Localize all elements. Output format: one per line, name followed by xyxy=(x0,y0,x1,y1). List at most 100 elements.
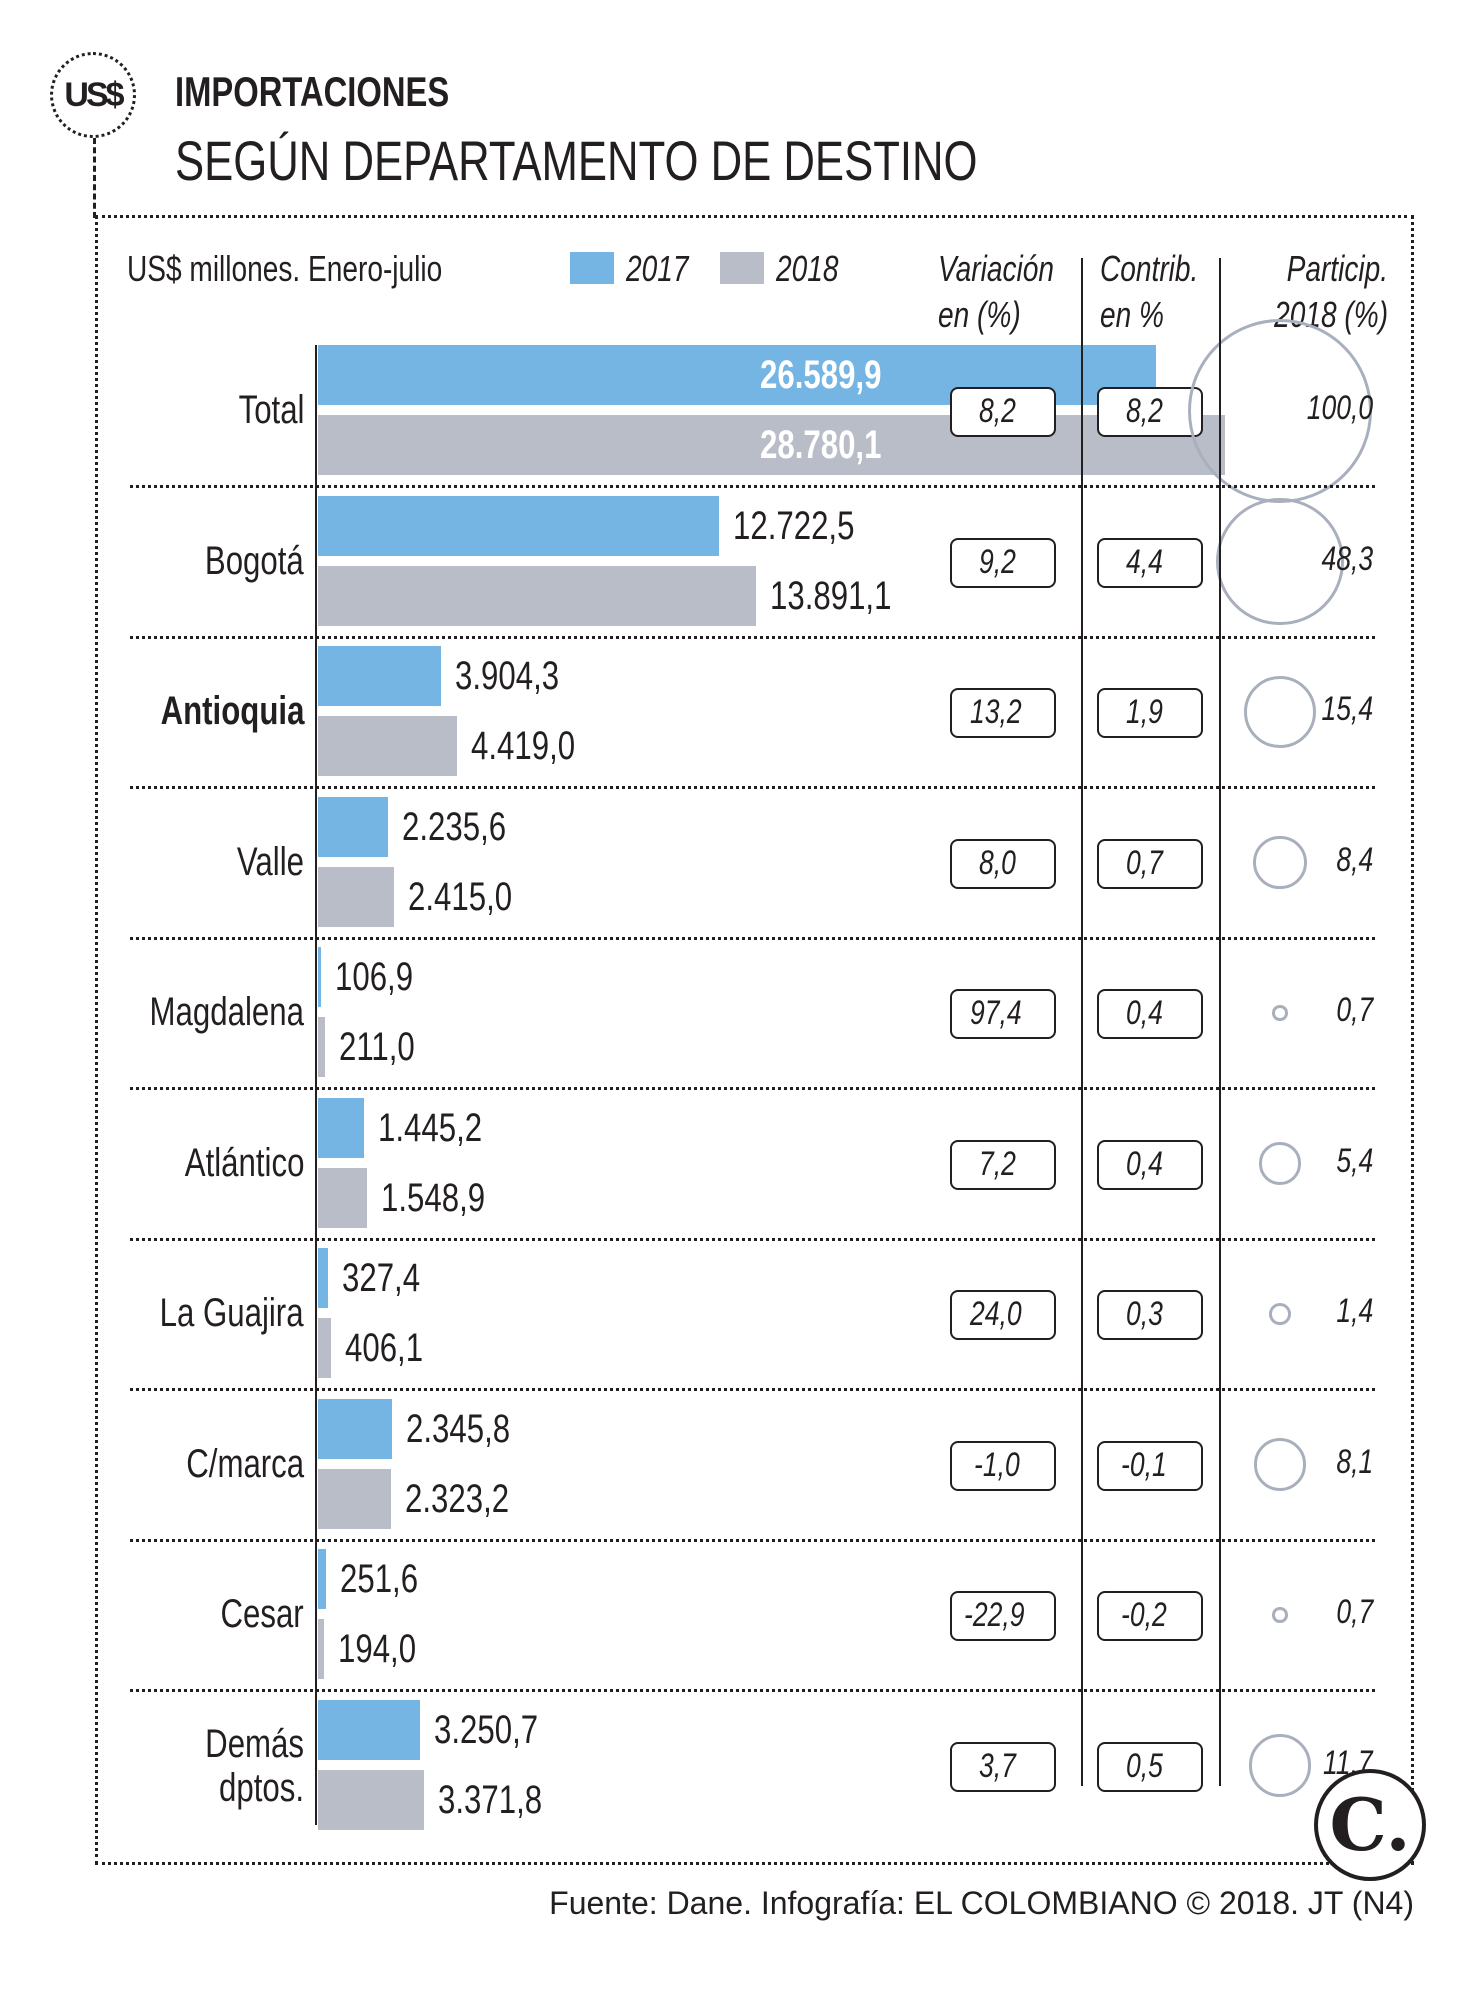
variacion-value-text: -1,0 xyxy=(973,1445,1020,1484)
variacion-value: 97,4 xyxy=(950,989,1056,1039)
contrib-value-text: 0,7 xyxy=(1126,843,1164,882)
data-label-2017: 2.235,6 xyxy=(402,797,535,857)
legend-label-2017: 2017 xyxy=(626,248,706,290)
bar-2018 xyxy=(318,565,756,626)
bar-2018 xyxy=(318,1167,367,1228)
data-label-2018: 2.415,0 xyxy=(408,867,541,927)
contrib-value-text: -0,1 xyxy=(1120,1445,1167,1484)
contrib-value: 0,3 xyxy=(1097,1290,1203,1340)
category-label: Valle xyxy=(4,840,304,884)
column-divider-1 xyxy=(1081,258,1083,1786)
data-label-2018: 13.891,1 xyxy=(770,566,926,626)
column-divider-2 xyxy=(1219,258,1221,1786)
contrib-value: 0,4 xyxy=(1097,989,1203,1039)
variacion-header-1: Variación xyxy=(938,248,1055,289)
bar-2018 xyxy=(318,1318,331,1378)
participation-value-text: 8,1 xyxy=(1336,1442,1373,1481)
data-label-2018-text: 2.415,0 xyxy=(408,874,513,919)
category-label-text: Magdalena xyxy=(149,990,304,1034)
participation-circle xyxy=(1258,1142,1302,1185)
category-label: Total xyxy=(4,388,304,432)
variacion-value-text: 8,0 xyxy=(979,843,1017,882)
participation-value-text: 1,4 xyxy=(1336,1292,1373,1330)
data-label-2017: 327,4 xyxy=(342,1248,442,1308)
category-label: Antioquia xyxy=(4,689,304,733)
participation-value: 5,4 xyxy=(1233,1142,1373,1181)
row-separator xyxy=(130,1087,1375,1090)
participation-value-text: 0,7 xyxy=(1336,1593,1373,1631)
legend-text-2017: 2017 xyxy=(626,248,689,289)
participation-value-text: 100,0 xyxy=(1306,389,1373,427)
data-label-2018-text: 211,0 xyxy=(338,1025,415,1069)
participation-circle xyxy=(1253,835,1307,890)
us-dollar-logo: US$ xyxy=(50,52,136,138)
contrib-value: 4,4 xyxy=(1097,537,1203,588)
participation-circle xyxy=(1272,1005,1288,1021)
bar-2018 xyxy=(318,1769,425,1830)
participation-value-text: 5,4 xyxy=(1336,1141,1373,1180)
category-label-text: Atlántico xyxy=(184,1140,304,1185)
bar-2017 xyxy=(318,1699,421,1760)
variacion-value-text: 7,2 xyxy=(979,1144,1017,1183)
data-label-2018: 28.780,1 xyxy=(760,415,916,475)
data-label-2018: 406,1 xyxy=(345,1318,445,1378)
row-separator xyxy=(130,936,1375,940)
category-label: Bogotá xyxy=(4,539,304,583)
participation-value-text: 48,3 xyxy=(1321,539,1373,578)
contrib-value: 0,5 xyxy=(1097,1741,1203,1792)
participation-value: 8,4 xyxy=(1233,841,1373,880)
data-label-2018: 3.371,8 xyxy=(438,1770,571,1830)
participation-circle xyxy=(1248,1734,1312,1797)
variacion-value: 8,0 xyxy=(950,838,1056,889)
bar-2018 xyxy=(318,1017,325,1077)
contrib-header-1: Contrib. xyxy=(1100,248,1199,289)
category-label-text: La Guajira xyxy=(160,1291,304,1335)
data-label-2018: 194,0 xyxy=(338,1619,438,1679)
data-label-2018-text: 194,0 xyxy=(338,1627,417,1671)
data-label-2017: 1.445,2 xyxy=(378,1098,511,1158)
variacion-value: -22,9 xyxy=(950,1591,1056,1641)
participation-value-text: 0,7 xyxy=(1336,991,1373,1029)
bar-2018 xyxy=(318,415,1226,475)
data-label-2017-text: 251,6 xyxy=(339,1557,419,1601)
contrib-value-text: 4,4 xyxy=(1126,542,1164,581)
contrib-value: 1,9 xyxy=(1097,688,1203,738)
unit-label-text: US$ millones. Enero-julio xyxy=(127,248,443,289)
legend-swatch-2017 xyxy=(570,252,614,284)
data-label-2018-text: 2.323,2 xyxy=(405,1476,510,1521)
variacion-value: 9,2 xyxy=(950,537,1056,588)
participation-circle xyxy=(1253,1438,1307,1491)
legend-text-2018: 2018 xyxy=(776,248,839,289)
participation-value: 8,1 xyxy=(1233,1443,1373,1482)
bar-2018 xyxy=(318,1468,392,1529)
contrib-value: -0,2 xyxy=(1097,1591,1203,1641)
bar-2018 xyxy=(318,716,458,776)
bar-2017 xyxy=(318,495,719,556)
variacion-value-text: 24,0 xyxy=(969,1295,1022,1333)
bar-2018 xyxy=(318,866,395,927)
bar-2017 xyxy=(318,646,442,706)
variacion-value: 8,2 xyxy=(950,387,1056,437)
data-label-2017: 3.250,7 xyxy=(434,1700,567,1760)
data-label-2017-text: 1.445,2 xyxy=(377,1105,482,1150)
contrib-header: Contrib. en % xyxy=(1100,246,1226,338)
variacion-value: 3,7 xyxy=(950,1741,1056,1792)
data-label-2017-text: 12.722,5 xyxy=(733,503,855,548)
contrib-value-text: -0,2 xyxy=(1120,1596,1167,1634)
chart-frame xyxy=(95,215,1414,1865)
variacion-value-text: 9,2 xyxy=(979,542,1017,581)
row-separator xyxy=(130,1388,1375,1391)
data-label-2017: 106,9 xyxy=(335,947,435,1007)
data-label-2017: 251,6 xyxy=(340,1549,440,1609)
bar-2017 xyxy=(318,1398,392,1459)
contrib-value: -0,1 xyxy=(1097,1440,1203,1491)
row-separator xyxy=(130,1689,1375,1692)
row-separator xyxy=(130,485,1375,488)
data-label-2017: 3.904,3 xyxy=(455,646,588,706)
data-label-2018: 4.419,0 xyxy=(471,716,604,776)
contrib-value-text: 0,4 xyxy=(1126,1144,1164,1183)
unit-label: US$ millones. Enero-julio xyxy=(127,248,531,290)
data-label-2017-text: 2.345,8 xyxy=(405,1406,511,1451)
dashed-connector xyxy=(93,138,96,218)
category-label: Magdalena xyxy=(4,990,304,1034)
